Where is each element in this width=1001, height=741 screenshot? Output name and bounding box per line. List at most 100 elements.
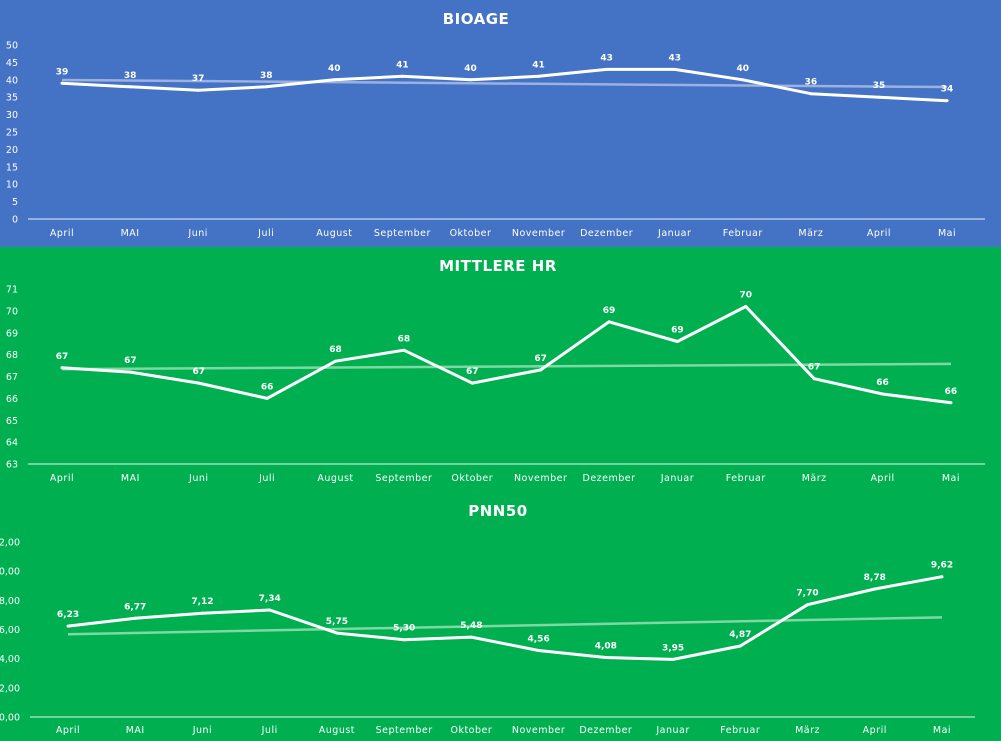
data-point [873, 587, 877, 591]
data-label: 6,23 [57, 610, 79, 620]
data-label: 67 [466, 367, 479, 377]
data-point [809, 92, 813, 96]
data-point [537, 649, 541, 652]
y-tick-label: 4,00 [0, 654, 20, 665]
chart-pnn50-svg: PNN50 0,00 2,00 4,00 6,00 8,00 10,00 12,00 Apri… [0, 492, 1001, 741]
data-point [335, 631, 339, 635]
data-label: 69 [671, 326, 684, 336]
y-tick-label: 68 [6, 350, 18, 361]
data-label: 35 [873, 81, 886, 91]
x-tick-label: September [376, 725, 433, 736]
data-label: 67 [124, 356, 137, 366]
chart-background [0, 0, 1001, 247]
x-tick-label: März [795, 725, 820, 736]
chart-pnn50: PNN50 0,00 2,00 4,00 6,00 8,00 10,00 12,00 Apri… [0, 492, 1001, 741]
y-tick-label: 5 [12, 197, 18, 208]
x-tick-label: Dezember [580, 228, 633, 239]
x-tick-label: April [50, 473, 74, 484]
data-point [60, 366, 64, 370]
x-tick-label: Juni [192, 725, 212, 736]
data-label: 4,08 [595, 642, 617, 652]
y-tick-label: 45 [6, 58, 18, 69]
data-point [881, 392, 885, 396]
y-tick-label: 10 [6, 180, 18, 191]
x-tick-label: September [375, 473, 432, 484]
chart-title: BIOAGE [443, 10, 510, 28]
x-tick-label: Juli [261, 725, 278, 736]
data-point [744, 305, 748, 308]
data-label: 5,30 [393, 624, 415, 634]
trendline [61, 78, 948, 89]
data-label: 68 [398, 334, 411, 344]
data-label: 41 [532, 60, 545, 70]
data-point [66, 624, 70, 628]
x-tick-label: Oktober [450, 725, 492, 736]
data-label: 5,48 [460, 621, 482, 631]
y-tick-label: 12,00 [0, 538, 20, 549]
data-label: 69 [603, 306, 616, 316]
data-point [402, 348, 406, 352]
data-label: 41 [396, 60, 409, 70]
data-point [268, 608, 272, 612]
data-label: 4,87 [729, 630, 751, 640]
x-tick-label: MAI [121, 473, 140, 484]
x-tick-label: März [798, 228, 823, 239]
x-tick-label: September [374, 228, 431, 239]
y-tick-label: 50 [6, 41, 18, 52]
y-tick-label: 2,00 [0, 683, 20, 694]
data-point [197, 381, 201, 385]
data-label: 43 [668, 53, 681, 63]
y-tick-label: 20 [6, 145, 18, 156]
data-point [940, 575, 944, 579]
x-tick-label: März [802, 473, 827, 484]
data-label: 4,56 [528, 635, 550, 645]
data-point [128, 85, 132, 89]
data-label: 67 [808, 363, 821, 373]
chart-mittlere-hr-svg: MITTLERE HR 63 64 65 66 67 68 69 70 71 April MAI Ju… [0, 247, 1001, 492]
data-point [200, 611, 204, 615]
data-point [60, 81, 64, 85]
data-point [945, 99, 949, 103]
x-tick-label: Juli [258, 473, 275, 484]
chart-title: PNN50 [468, 502, 527, 520]
x-tick-label: April [867, 228, 891, 239]
data-label: 39 [56, 67, 69, 77]
data-label: 37 [192, 74, 205, 84]
x-tick-label: Januar [655, 725, 689, 736]
chart-bioage-svg: BIOAGE 0 5 10 15 20 25 30 35 40 45 50 April MAI Juni J… [0, 0, 1001, 247]
x-tick-label: April [863, 725, 887, 736]
data-point [673, 67, 677, 71]
x-tick-label: August [316, 228, 352, 239]
data-label: 66 [945, 387, 958, 397]
data-point [332, 78, 336, 82]
x-tick-label: Januar [660, 473, 694, 484]
y-tick-label: 40 [6, 75, 18, 86]
data-label: 8,78 [864, 573, 886, 583]
data-point [605, 67, 609, 71]
data-point [738, 644, 742, 648]
data-point [400, 74, 404, 78]
y-tick-label: 25 [6, 128, 18, 139]
data-point [671, 657, 675, 661]
y-tick-label: 70 [6, 306, 18, 317]
x-tick-label: Juni [188, 473, 208, 484]
x-tick-label: April [56, 725, 80, 736]
x-tick-label: Mai [942, 473, 960, 484]
data-label: 67 [56, 352, 69, 362]
data-point [607, 320, 611, 324]
data-label: 43 [600, 53, 613, 63]
x-tick-label: Mai [938, 228, 956, 239]
x-tick-label: MAI [126, 725, 145, 736]
data-label: 67 [534, 354, 547, 364]
data-label: 68 [329, 345, 342, 355]
data-point [806, 603, 810, 607]
data-point [675, 340, 679, 343]
data-point [949, 401, 953, 405]
data-point [470, 381, 474, 385]
data-label: 38 [124, 71, 137, 81]
chart-bioage: BIOAGE 0 5 10 15 20 25 30 35 40 45 50 April MAI Juni J… [0, 0, 1001, 247]
y-tick-label: 67 [6, 372, 18, 383]
data-label: 3,95 [662, 643, 684, 653]
y-tick-label: 10,00 [0, 567, 20, 578]
data-label: 66 [876, 378, 889, 388]
